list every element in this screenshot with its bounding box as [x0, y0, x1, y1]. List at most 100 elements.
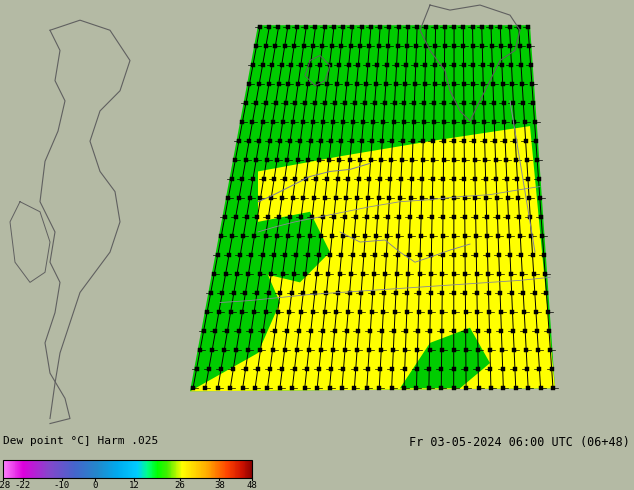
Bar: [75, 460, 76, 478]
Bar: [224, 460, 225, 478]
Bar: [186, 460, 188, 478]
Bar: [218, 460, 219, 478]
Bar: [149, 460, 150, 478]
Bar: [188, 460, 189, 478]
Bar: [181, 460, 182, 478]
Bar: [173, 460, 174, 478]
Bar: [79, 460, 80, 478]
Bar: [249, 460, 250, 478]
Bar: [159, 460, 160, 478]
Bar: [7, 460, 8, 478]
Bar: [207, 460, 209, 478]
Bar: [82, 460, 83, 478]
Bar: [82, 460, 84, 478]
Bar: [143, 460, 145, 478]
Bar: [6, 460, 8, 478]
Bar: [211, 460, 212, 478]
Bar: [46, 460, 48, 478]
Bar: [43, 460, 44, 478]
Bar: [25, 460, 27, 478]
Bar: [238, 460, 239, 478]
Bar: [124, 460, 126, 478]
Bar: [120, 460, 121, 478]
Bar: [229, 460, 230, 478]
Bar: [34, 460, 36, 478]
Bar: [86, 460, 87, 478]
Text: Fr 03-05-2024 06:00 UTC (06+48): Fr 03-05-2024 06:00 UTC (06+48): [409, 436, 630, 449]
Bar: [100, 460, 101, 478]
Bar: [230, 460, 231, 478]
Bar: [193, 460, 194, 478]
Bar: [210, 460, 212, 478]
Bar: [164, 460, 165, 478]
Bar: [58, 460, 59, 478]
Bar: [74, 460, 75, 478]
Bar: [197, 460, 198, 478]
Bar: [221, 460, 223, 478]
Bar: [39, 460, 40, 478]
Bar: [53, 460, 54, 478]
Bar: [146, 460, 148, 478]
Bar: [195, 460, 197, 478]
Bar: [184, 460, 186, 478]
Bar: [219, 460, 220, 478]
Bar: [165, 460, 166, 478]
Text: 0: 0: [92, 481, 98, 490]
Bar: [202, 460, 204, 478]
Bar: [80, 460, 81, 478]
Bar: [227, 460, 228, 478]
Bar: [117, 460, 118, 478]
Bar: [49, 460, 50, 478]
Bar: [216, 460, 217, 478]
Bar: [109, 460, 110, 478]
Text: -10: -10: [54, 481, 70, 490]
Bar: [187, 460, 188, 478]
Bar: [70, 460, 72, 478]
Bar: [129, 460, 131, 478]
Bar: [226, 460, 228, 478]
Bar: [157, 460, 158, 478]
Bar: [184, 460, 185, 478]
Bar: [139, 460, 140, 478]
Bar: [169, 460, 170, 478]
Bar: [87, 460, 89, 478]
Bar: [23, 460, 24, 478]
Bar: [222, 460, 223, 478]
Bar: [84, 460, 85, 478]
Bar: [14, 460, 15, 478]
Bar: [138, 460, 139, 478]
Bar: [232, 460, 233, 478]
Bar: [107, 460, 108, 478]
Bar: [152, 460, 153, 478]
Bar: [136, 460, 137, 478]
Bar: [26, 460, 27, 478]
Bar: [168, 460, 169, 478]
Bar: [240, 460, 242, 478]
Bar: [180, 460, 181, 478]
Bar: [197, 460, 198, 478]
Text: 12: 12: [129, 481, 139, 490]
Bar: [235, 460, 236, 478]
Bar: [32, 460, 33, 478]
Bar: [74, 460, 75, 478]
Bar: [242, 460, 243, 478]
Bar: [58, 460, 60, 478]
Bar: [134, 460, 135, 478]
Bar: [54, 460, 55, 478]
Bar: [91, 460, 92, 478]
Bar: [98, 460, 100, 478]
Bar: [243, 460, 244, 478]
Bar: [183, 460, 184, 478]
Bar: [195, 460, 196, 478]
Bar: [39, 460, 41, 478]
Bar: [200, 460, 201, 478]
Bar: [94, 460, 96, 478]
Bar: [160, 460, 162, 478]
Bar: [133, 460, 134, 478]
Bar: [191, 460, 193, 478]
Bar: [102, 460, 103, 478]
Bar: [98, 460, 99, 478]
Bar: [23, 460, 25, 478]
Bar: [214, 460, 215, 478]
Bar: [122, 460, 124, 478]
